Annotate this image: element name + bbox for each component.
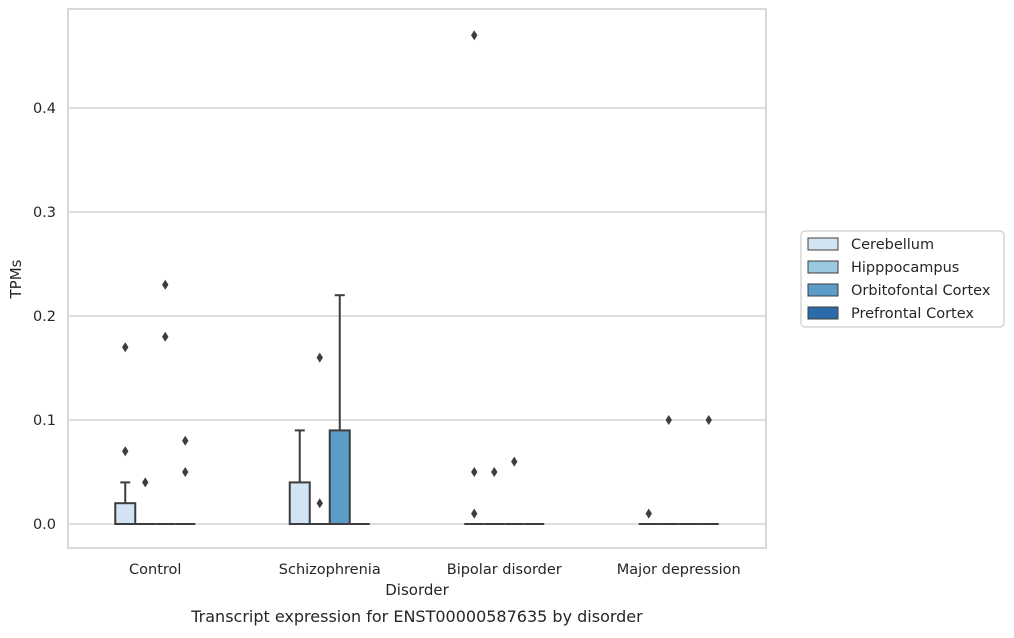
outlier-point: [182, 435, 189, 446]
outlier-point: [122, 446, 129, 457]
box-group: [288, 429, 311, 525]
y-tick-label: 0.2: [33, 309, 56, 325]
x-tick-label: Major depression: [617, 562, 741, 578]
box-group: [638, 508, 659, 525]
box-group: [504, 456, 525, 525]
outlier-point: [316, 352, 323, 363]
box-group: [484, 467, 505, 525]
x-tick-label: Bipolar disorder: [447, 562, 562, 578]
y-tick-label: 0.4: [33, 101, 56, 117]
box-group: [698, 415, 719, 525]
chart-caption: Transcript expression for ENST0000058763…: [190, 607, 643, 626]
box-layer: [114, 30, 719, 526]
box-group: [155, 279, 176, 525]
legend-swatch: [807, 260, 839, 274]
legend-label: Prefrontal Cortex: [851, 306, 974, 322]
x-tick-label: Control: [129, 562, 181, 578]
legend-item: Orbitofontal Cortex: [807, 283, 991, 299]
outlier-point: [645, 508, 652, 519]
x-axis-ticks: Control Schizophrenia Bipolar disorder Majo…: [129, 562, 741, 578]
outlier-point: [491, 467, 498, 477]
legend-item: Cerebellum: [807, 237, 934, 253]
legend-swatch: [807, 237, 839, 251]
legend-item: Hipppocampus: [807, 260, 959, 276]
legend-label: Cerebellum: [851, 237, 934, 253]
outlier-point: [142, 477, 149, 488]
outlier-point: [471, 467, 478, 477]
y-axis-label: TPMs: [7, 259, 25, 299]
box-group: [135, 477, 156, 525]
outlier-point: [665, 415, 672, 425]
x-tick-label: Schizophrenia: [279, 562, 381, 578]
plot-frame: [67, 8, 767, 549]
box-group: [658, 415, 679, 525]
box: [328, 429, 351, 525]
box-group: [464, 30, 485, 525]
outlier-point: [705, 415, 712, 425]
outlier-point: [122, 342, 129, 353]
outlier-point: [471, 30, 478, 41]
box: [288, 481, 311, 525]
legend-items: Cerebellum Hipppocampus Orbitofontal Corte…: [807, 237, 991, 322]
y-axis-ticks: 0.0 0.1 0.2 0.3 0.4: [33, 101, 56, 533]
outlier-point: [162, 331, 169, 342]
box-group: [114, 342, 137, 526]
outlier-point: [471, 508, 478, 519]
legend-frame: [800, 230, 1005, 328]
y-tick-label: 0.3: [33, 205, 56, 221]
legend-swatch: [807, 283, 839, 297]
legend-label: Hipppocampus: [851, 260, 959, 276]
outlier-point: [162, 279, 169, 290]
box-group: [309, 352, 330, 525]
gridlines: [68, 107, 766, 525]
outlier-point: [316, 498, 323, 509]
x-axis-label: Disorder: [385, 581, 449, 599]
outlier-point: [182, 467, 189, 477]
y-tick-label: 0.0: [33, 517, 56, 533]
y-tick-label: 0.1: [33, 413, 56, 429]
outlier-point: [511, 456, 518, 467]
legend-swatch: [807, 306, 839, 320]
box: [114, 502, 137, 526]
box-group: [328, 294, 351, 525]
legend: Cerebellum Hipppocampus Orbitofontal Corte…: [800, 230, 1005, 328]
legend-label: Orbitofontal Cortex: [851, 283, 991, 299]
box-group: [175, 435, 196, 525]
legend-item: Prefrontal Cortex: [807, 306, 974, 322]
